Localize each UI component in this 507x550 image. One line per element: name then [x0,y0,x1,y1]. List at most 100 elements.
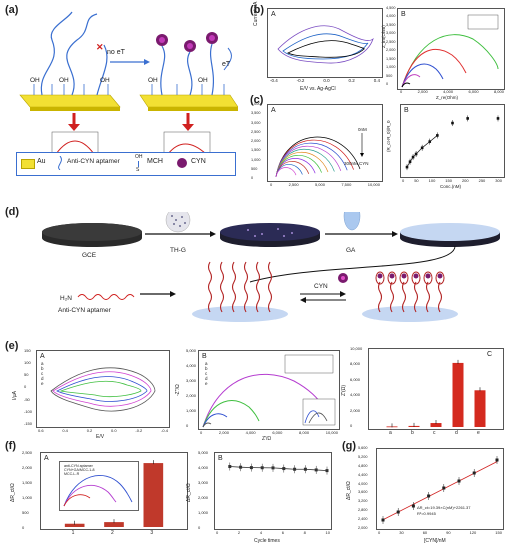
panel-e-a-xticks: 0.6 0.4 0.2 0.0 -0.2 -0.4 [38,428,168,433]
tick-label: 3,200 [358,499,368,504]
category-label: e [477,430,480,436]
tick-label: 0.6 [38,428,44,433]
panel-c-b-xlabel: Conc.(nM) [440,184,462,189]
tick-label: 8,000 [350,361,361,367]
no-et-label: no eT [107,49,126,56]
tick-label: -0.4 [161,428,168,433]
panel-f-b-line [228,462,329,475]
panel-e-b-yticks: 0 1,000 2,000 3,000 4,000 5,000 [186,348,196,428]
gold-electrode-right-edge [148,107,238,111]
tick-label: 2,000 [186,393,197,398]
annotation-bottom: 300nM CYN [344,161,369,166]
gold-electrode-right [139,94,238,108]
tick-label: 5,600 [358,446,368,450]
panel-c-b-points [405,115,500,171]
panel-f-label: (f) [5,440,16,452]
bar [430,423,442,427]
panel-e-b-ylabel: -Z''/Ω [175,384,181,396]
panel-e-c-ylabel: Z'(Ω) [341,384,347,396]
tick-label: 100 [428,178,436,183]
tick-label: 0 [350,422,353,428]
panel-b-b-sublabel: B [401,11,406,18]
au-swatch-icon [21,159,35,169]
zoom-inset [302,398,336,426]
tick-label: 2,800 [358,508,368,513]
panel-e-b-xticks: 0 2,000 4,000 6,000 8,000 10,000 [200,430,338,435]
tick-label: 2,500 [22,450,33,455]
tick-label: -100 [24,408,33,414]
tick-label: 0 [270,182,273,187]
oh-label: OH [30,77,40,84]
et-arrow [223,47,232,71]
ga-modified-disc [400,223,500,241]
r-squared: R²=0.9945 [417,511,436,516]
regression-equation: ΔR_ct=19.39×C(nM)+2261.37 [417,505,471,510]
panel-a-legend: Au Anti-CYN aptamer OH S MCH CYN [16,152,236,176]
tick-label: 5,000 [314,182,325,187]
tick-label: 4,000 [358,481,368,486]
panel-f-a-sublabel: A [44,455,49,462]
trend-line [406,135,438,168]
panel-d-schematic: GCE TH-G GA H₂N Anti-CYN aptamer CY [42,212,500,322]
panel-c-b-sublabel: B [404,107,409,114]
tick-label: 0 [400,89,403,94]
tick-label: 100 [24,360,31,366]
tick-label: 2,000 [386,48,396,53]
panel-b-b-ylabel: Z_im(Ohm) [381,25,386,48]
tick-label: 1,500 [22,480,33,485]
tick-label: 1,000 [186,408,197,413]
panel-g-plot: ΔR_ct=19.39×C(nM)+2261.37 R²=0.9945 [376,448,504,530]
stability-line [229,466,328,471]
panel-c-b-plot: B [400,104,505,178]
panel-e-a-sublabel: A [40,353,45,360]
panel-f-a-legend: anti-CYN aptamer CYN+GA/MCC-1-8 MCC-L-R [64,464,94,477]
tick-label: 150 [445,178,452,183]
tick-label: 3,500 [251,111,261,116]
legend-item: b [41,366,44,371]
cyn-complexes [156,32,218,52]
tick-label: 2,500 [386,39,396,44]
legend-aptamer: Anti-CYN aptamer [67,158,120,165]
tick-label: 0 [200,430,203,435]
tick-label: 6,000 [350,376,361,382]
panel-b-label: (b) [250,4,265,16]
panel-e-c-sublabel: C [487,351,493,358]
legend-item: e [205,381,208,386]
circuit-inset [284,354,334,374]
panel-f-a-yticks: 0 500 1,000 1,500 2,000 2,500 [22,450,32,530]
tick-label: 4,000 [386,14,396,19]
category-label: 2 [111,530,114,536]
tick-label: 2 [237,530,241,535]
aptamer-icon [55,155,65,171]
panel-g-ylabel: ΔR_ct/Ω [346,481,352,500]
tick-label: 1,000 [386,65,396,70]
panel-d-label: (d) [5,206,20,218]
panel-e-c-plot: C [368,348,504,430]
cyn-bound-disc [362,306,458,322]
tick-label: 0 [386,81,389,86]
tick-label: 0 [198,525,201,530]
panel-e-a-xlabel: E/V [96,434,105,440]
tick-label: 3,500 [386,22,396,27]
tick-label: -0.2 [296,78,305,83]
tick-label: 0.2 [348,78,355,83]
category-label: 1 [71,530,75,536]
bar [143,463,164,527]
eis-curve [275,167,297,178]
tick-label: 4,000 [251,102,261,106]
panel-e-c-bars [386,359,486,428]
panel-b-a-ylabel: Current µA [253,1,259,26]
tick-label: 6,000 [272,430,283,435]
tick-label: 8 [303,530,306,535]
conversion-arrowhead [144,59,150,65]
tick-label: 4,000 [198,465,209,470]
tick-label: 1,000 [251,157,261,162]
tick-label: 250 [478,178,486,183]
bar [64,523,85,527]
panel-e-b-sublabel: B [202,353,207,360]
tick-label: 6 [281,530,284,535]
tick-label: -50 [24,396,30,402]
panel-f-a-plot: A anti-CYN aptamer CYN+GA/MCC-1-8 MCC-L-… [40,452,188,530]
tick-label: 0 [402,178,405,183]
panel-e-a-yticks: 150 100 50 0 -50 -100 -150 [24,348,32,426]
